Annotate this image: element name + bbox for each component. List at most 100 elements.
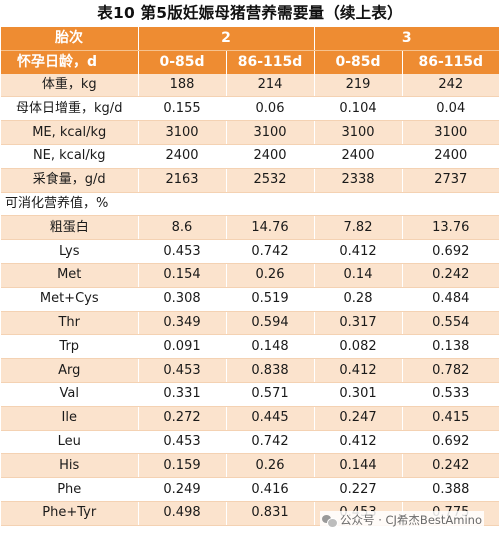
table-row: Ile 0.272 0.445 0.247 0.415	[1, 406, 499, 431]
watermark: 公众号 · CJ希杰BestAmino	[320, 511, 484, 529]
table-cell: 0.104	[314, 96, 403, 122]
table-cell: 0.412	[314, 430, 403, 455]
table-cell: 13.76	[402, 215, 499, 241]
table-cell: 0.331	[138, 382, 227, 407]
table-row: Met 0.154 0.26 0.14 0.242	[1, 263, 499, 288]
table-cell: 0.14	[314, 263, 403, 288]
table-row: His 0.159 0.26 0.144 0.242	[1, 453, 499, 479]
table-cell: 0.091	[138, 334, 227, 360]
table-cell: 0.148	[226, 334, 315, 360]
table-cell: 2400	[314, 144, 403, 169]
period-header: 0-85d	[314, 50, 403, 74]
table-cell: 2400	[402, 144, 499, 169]
table-cell: 0.484	[402, 287, 499, 312]
table-cell: 0.144	[314, 453, 403, 479]
table-cell: 2532	[226, 168, 315, 193]
table-cell: 0.26	[226, 453, 315, 479]
table-cell: 3100	[402, 120, 499, 145]
table-cell: 219	[314, 73, 403, 98]
table-cell: 0.594	[226, 311, 315, 336]
table-cell: 14.76	[226, 215, 315, 241]
table-cell: 0.498	[138, 501, 227, 526]
row-label: 采食量，g/d	[1, 168, 139, 193]
table-cell: 0.26	[226, 263, 315, 288]
table-cell: 8.6	[138, 215, 227, 241]
row-label: Ile	[1, 406, 139, 431]
table-cell: 0.453	[138, 239, 227, 264]
row-label: Leu	[1, 430, 139, 455]
table-cell: 2400	[226, 144, 315, 169]
table-cell: 0.242	[402, 453, 499, 479]
table-cell: 0.838	[226, 358, 315, 383]
period-header: 86-115d	[226, 50, 315, 74]
table-cell: 0.412	[314, 239, 403, 264]
table-cell: 0.831	[226, 501, 315, 526]
parity-3-header: 3	[314, 27, 499, 51]
table-cell: 3100	[314, 120, 403, 145]
parity-2-header: 2	[138, 27, 315, 51]
row-label: Val	[1, 382, 139, 407]
table-cell: 0.154	[138, 263, 227, 288]
period-header: 86-115d	[402, 50, 499, 74]
table-cell: 0.308	[138, 287, 227, 312]
table-cell: 188	[138, 73, 227, 98]
row-label: Met+Cys	[1, 287, 139, 312]
table-row: 母体日增重，kg/d 0.155 0.06 0.104 0.04	[1, 96, 499, 122]
table-row: 粗蛋白 8.6 14.76 7.82 13.76	[1, 215, 499, 241]
table-cell: 2737	[402, 168, 499, 193]
table-cell: 0.349	[138, 311, 227, 336]
table-row: Met+Cys 0.308 0.519 0.28 0.484	[1, 287, 499, 312]
table-cell: 0.416	[226, 477, 315, 502]
header-row-gestation: 怀孕日龄，d 0-85d 86-115d 0-85d 86-115d	[1, 50, 499, 74]
table-row: ME, kcal/kg 3100 3100 3100 3100	[1, 120, 499, 145]
table-body: 体重，kg 188 214 219 242 母体日增重，kg/d 0.155 0…	[1, 73, 499, 526]
table-cell: 0.453	[138, 430, 227, 455]
table-cell: 0.082	[314, 334, 403, 360]
table-row: Val 0.331 0.571 0.301 0.533	[1, 382, 499, 407]
table-cell	[402, 192, 499, 217]
table-cell: 0.388	[402, 477, 499, 502]
row-label: Arg	[1, 358, 139, 383]
table-cell: 0.412	[314, 358, 403, 383]
parity-label: 胎次	[1, 27, 139, 51]
nutrient-requirements-table: 胎次 2 3 怀孕日龄，d 0-85d 86-115d 0-85d 86-115…	[1, 27, 499, 526]
table-cell: 0.04	[402, 96, 499, 122]
table-cell: 0.519	[226, 287, 315, 312]
table-cell: 0.742	[226, 430, 315, 455]
table-row: Thr 0.349 0.594 0.317 0.554	[1, 311, 499, 336]
table-row: Arg 0.453 0.838 0.412 0.782	[1, 358, 499, 383]
table-cell: 0.445	[226, 406, 315, 431]
table-cell	[314, 192, 403, 217]
table-cell: 214	[226, 73, 315, 98]
table-row: 体重，kg 188 214 219 242	[1, 73, 499, 98]
table-cell: 0.28	[314, 287, 403, 312]
table-cell: 0.415	[402, 406, 499, 431]
period-header: 0-85d	[138, 50, 227, 74]
table-cell: 3100	[226, 120, 315, 145]
row-label: His	[1, 453, 139, 479]
row-label: 体重，kg	[1, 73, 139, 98]
table-cell: 7.82	[314, 215, 403, 241]
row-label: Trp	[1, 334, 139, 360]
table-cell: 0.247	[314, 406, 403, 431]
table-title: 表10 第5版妊娠母猪营养需要量（续上表）	[97, 4, 403, 22]
table-row: NE, kcal/kg 2400 2400 2400 2400	[1, 144, 499, 169]
table-cell: 242	[402, 73, 499, 98]
table-cell: 0.571	[226, 382, 315, 407]
table-cell: 0.317	[314, 311, 403, 336]
row-label: Thr	[1, 311, 139, 336]
table-cell: 0.782	[402, 358, 499, 383]
table-row: Lys 0.453 0.742 0.412 0.692	[1, 239, 499, 264]
table-cell: 2400	[138, 144, 227, 169]
wechat-icon	[322, 513, 339, 528]
row-label: Phe	[1, 477, 139, 502]
row-label: Met	[1, 263, 139, 288]
table-cell: 0.159	[138, 453, 227, 479]
table-cell: 0.692	[402, 430, 499, 455]
table-row: Leu 0.453 0.742 0.412 0.692	[1, 430, 499, 455]
table-row: Trp 0.091 0.148 0.082 0.138	[1, 334, 499, 360]
table-cell: 0.272	[138, 406, 227, 431]
table-cell: 0.453	[138, 358, 227, 383]
row-label: 粗蛋白	[1, 215, 139, 241]
table-cell: 0.692	[402, 239, 499, 264]
